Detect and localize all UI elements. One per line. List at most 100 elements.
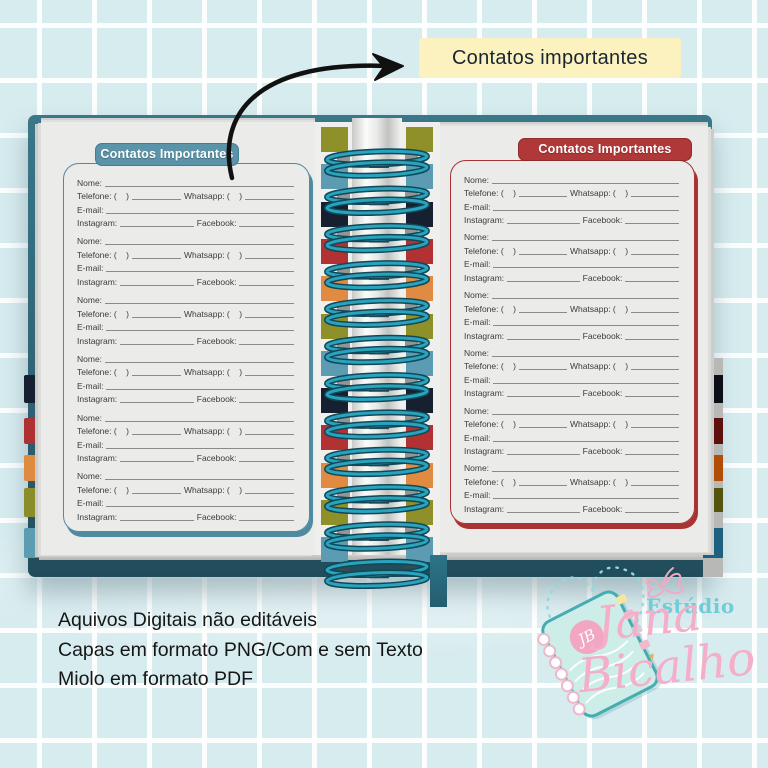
- form-row: Telefone: ( ) Whatsapp: ( ): [77, 247, 297, 260]
- form-row: E-mail:: [77, 437, 297, 450]
- write-line: [625, 280, 679, 282]
- form-row: E-mail:: [464, 488, 682, 501]
- field-label: Instagram:: [77, 394, 118, 405]
- form-row: Instagram: Facebook:: [464, 386, 682, 398]
- form-row: Telefone: ( ) Whatsapp: ( ): [464, 186, 682, 198]
- write-line: [245, 433, 295, 436]
- field-label: Telefone: ( ): [77, 367, 129, 378]
- write-line: [493, 497, 679, 500]
- form-row: Telefone: ( ) Whatsapp: ( ): [464, 243, 682, 256]
- write-line: [631, 311, 680, 313]
- field-label: Nome:: [77, 412, 103, 423]
- field-label: Nome:: [77, 236, 103, 247]
- form-row: Telefone: ( ) Whatsapp: ( ): [77, 306, 297, 319]
- write-line: [245, 198, 295, 200]
- form-row: Nome:: [464, 345, 682, 358]
- write-line: [131, 433, 181, 436]
- write-line: [492, 239, 679, 242]
- form-row: Nome:: [77, 410, 297, 423]
- contact-entry-block: Nome: Telefone: ( ) Whatsapp: ( ) E-mail: In…: [77, 351, 297, 404]
- field-label: Whatsapp: ( ): [569, 419, 629, 430]
- form-row: E-mail:: [464, 372, 682, 385]
- form-row: Nome:: [464, 403, 682, 416]
- write-line: [239, 225, 294, 227]
- write-line: [120, 284, 194, 286]
- write-line: [105, 302, 294, 305]
- form-row: E-mail:: [77, 378, 297, 391]
- field-label: Telefone: ( ): [464, 476, 516, 487]
- write-line: [492, 413, 679, 415]
- write-line: [507, 511, 580, 513]
- form-row: Instagram: Facebook:: [464, 501, 682, 514]
- contact-entry-block: Nome: Telefone: ( ) Whatsapp: ( ) E-mail: In…: [77, 293, 297, 346]
- write-line: [245, 374, 295, 377]
- write-line: [625, 338, 679, 340]
- field-label: E-mail:: [77, 498, 104, 509]
- field-label: Telefone: ( ): [77, 426, 129, 437]
- field-label: Instagram:: [77, 335, 118, 346]
- form-row: Telefone: ( ) Whatsapp: ( ): [464, 359, 682, 372]
- field-label: Nome:: [464, 232, 490, 243]
- write-line: [631, 484, 680, 486]
- field-label: E-mail:: [464, 317, 491, 328]
- write-line: [120, 343, 194, 345]
- form-row: E-mail:: [77, 202, 297, 215]
- right-index-tab: [703, 488, 723, 512]
- left-page: [41, 122, 315, 555]
- form-row: Instagram: Facebook:: [464, 270, 682, 283]
- field-label: Facebook:: [196, 335, 237, 346]
- field-label: Instagram:: [464, 446, 505, 457]
- field-label: E-mail:: [464, 490, 491, 501]
- field-label: E-mail:: [77, 204, 104, 215]
- write-line: [245, 316, 295, 318]
- field-label: Whatsapp: ( ): [183, 308, 243, 319]
- field-label: Instagram:: [464, 503, 505, 514]
- contact-entry-block: Nome: Telefone: ( ) Whatsapp: ( ) E-mail: In…: [464, 172, 682, 225]
- callout-label: Contatos importantes: [419, 38, 681, 78]
- field-label: E-mail:: [464, 374, 491, 385]
- field-label: Nome:: [77, 471, 103, 482]
- form-row: Nome:: [464, 230, 682, 243]
- field-label: Facebook:: [582, 272, 623, 283]
- write-line: [518, 311, 567, 313]
- field-label: E-mail:: [464, 432, 491, 443]
- form-row: Nome:: [464, 172, 682, 185]
- write-line: [492, 297, 679, 300]
- form-row: Instagram: Facebook:: [464, 444, 682, 457]
- field-label: Instagram:: [77, 218, 118, 228]
- form-row: E-mail:: [464, 257, 682, 269]
- write-line: [239, 519, 294, 521]
- field-label: Whatsapp: ( ): [569, 303, 629, 314]
- form-row: Nome:: [77, 175, 297, 188]
- field-label: Telefone: ( ): [77, 484, 129, 495]
- field-label: Facebook:: [582, 330, 623, 341]
- write-line: [245, 492, 295, 494]
- write-line: [518, 368, 567, 371]
- form-row: Nome:: [464, 288, 682, 300]
- right-page-header: Contatos Importantes: [518, 138, 692, 161]
- field-label: Facebook:: [196, 218, 237, 228]
- field-label: Nome:: [77, 177, 103, 188]
- write-line: [105, 361, 294, 363]
- form-row: Nome:: [464, 461, 682, 473]
- form-row: Instagram: Facebook:: [464, 213, 682, 225]
- field-label: Whatsapp: ( ): [569, 476, 629, 487]
- description-line: Aquivos Digitais não editáveis: [58, 609, 318, 631]
- field-label: Whatsapp: ( ): [183, 191, 243, 201]
- product-description: Aquivos Digitais não editáveis Capas em …: [58, 606, 423, 695]
- form-row: Instagram: Facebook:: [464, 328, 682, 341]
- write-line: [120, 519, 194, 521]
- field-label: E-mail:: [77, 439, 104, 450]
- field-label: Whatsapp: ( ): [183, 484, 243, 495]
- write-line: [518, 426, 567, 429]
- write-line: [518, 253, 567, 255]
- field-label: Telefone: ( ): [464, 361, 516, 372]
- write-line: [625, 511, 679, 513]
- form-row: Nome:: [77, 293, 297, 305]
- field-label: Nome:: [464, 347, 490, 358]
- form-row: Nome:: [77, 469, 297, 482]
- write-line: [631, 195, 680, 197]
- write-line: [245, 257, 295, 259]
- right-index-tab: [703, 375, 723, 403]
- field-label: Facebook:: [196, 453, 237, 464]
